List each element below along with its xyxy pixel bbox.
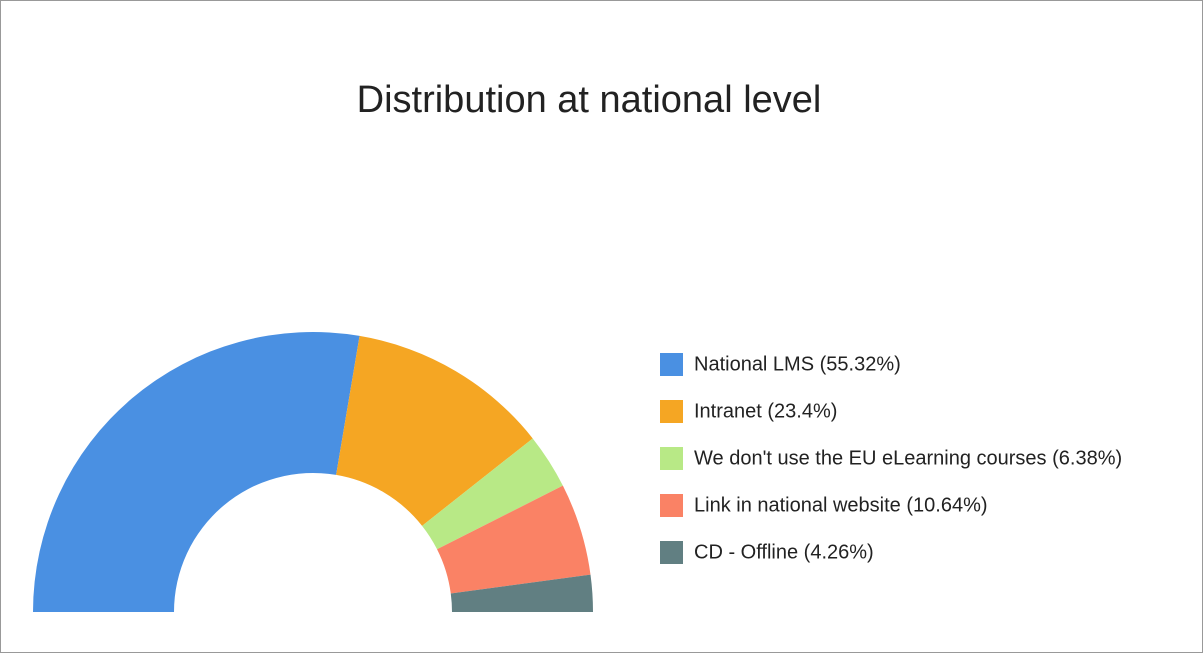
slice: [33, 332, 360, 612]
legend-swatch: [660, 353, 683, 376]
slice: [422, 438, 563, 550]
chart-title: Distribution at national level: [357, 79, 822, 121]
legend-label: Intranet (23.4%): [694, 400, 837, 422]
legend-swatch: [660, 494, 683, 517]
legend-swatch: [660, 447, 683, 470]
legend-swatch: [660, 400, 683, 423]
slice: [450, 574, 593, 612]
legend-label: We don't use the EU eLearning courses (6…: [694, 447, 1122, 469]
legend-swatch: [660, 541, 683, 564]
legend-label: National LMS (55.32%): [694, 353, 901, 375]
legend-label: CD - Offline (4.26%): [694, 541, 874, 563]
slice: [437, 485, 591, 594]
legend-label: Link in national website (10.64%): [694, 494, 988, 516]
slice: [336, 335, 533, 526]
